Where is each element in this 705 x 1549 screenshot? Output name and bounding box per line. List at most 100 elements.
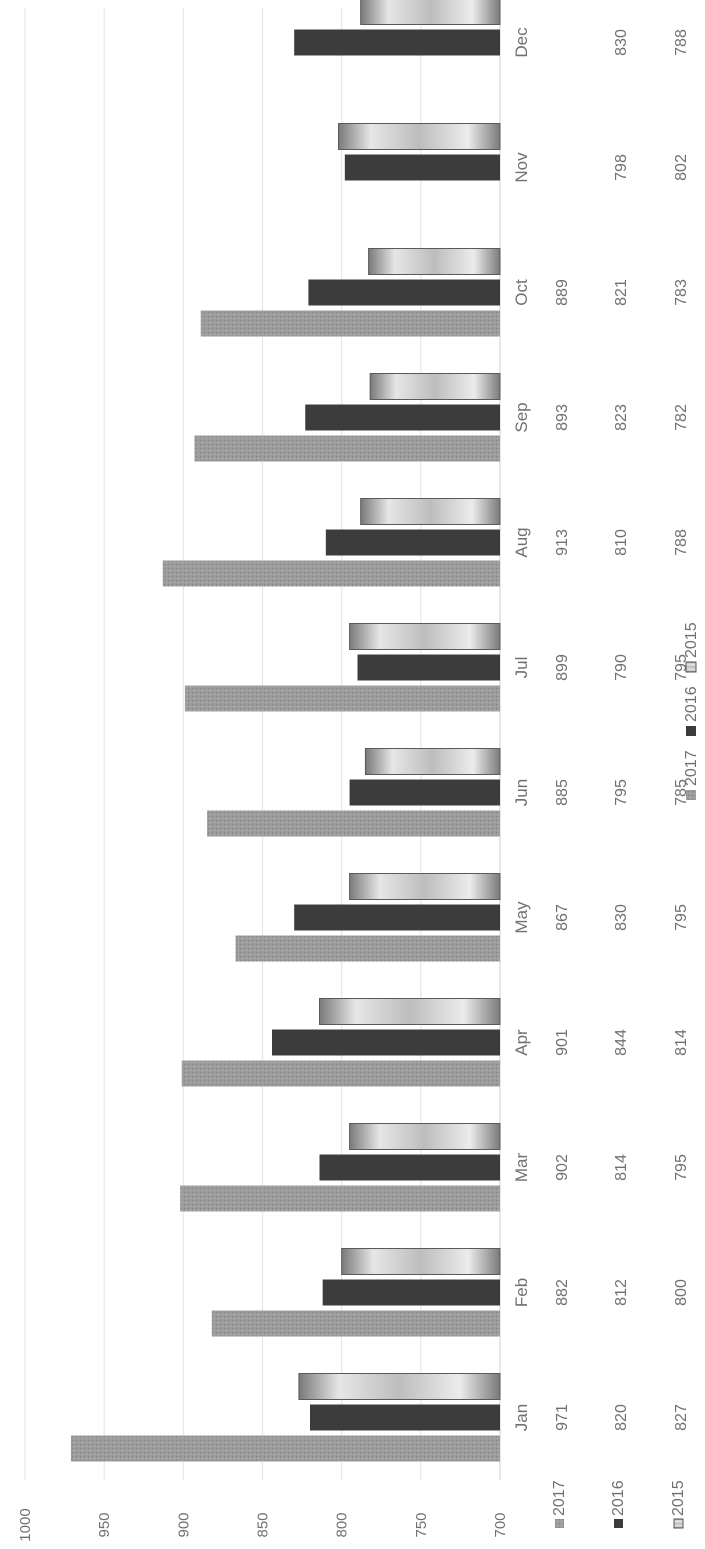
category-label: Jul (512, 657, 531, 679)
table-value-2016: 821 (613, 279, 630, 306)
table-value-2016: 812 (613, 1279, 630, 1306)
table-value-2017: 901 (554, 1029, 571, 1056)
legend: 2017 2016 2015 (683, 622, 700, 800)
table-value-2015: 814 (673, 1029, 690, 1056)
table-value-2017: 902 (554, 1154, 571, 1181)
table-value-2015: 800 (673, 1279, 690, 1306)
table-value-2017: 885 (554, 779, 571, 806)
table-value-2016: 790 (613, 654, 630, 681)
table-value-2015: 785 (673, 779, 690, 806)
table-value-2016: 830 (613, 904, 630, 931)
bar-2016-may (294, 904, 500, 931)
table-value-2016: 810 (613, 529, 630, 556)
bar-2016-sep (305, 404, 500, 431)
table-series-label: 2016 (610, 1480, 627, 1516)
table-value-2016: 823 (613, 404, 630, 431)
bar-2016-jun (349, 779, 500, 806)
bar-2015-aug (360, 498, 501, 525)
legend-label: 2015 (683, 622, 700, 658)
legend-label: 2016 (683, 686, 700, 722)
category-label: Oct (512, 279, 531, 306)
table-value-2016: 820 (613, 1404, 630, 1431)
table-value-2015: 795 (673, 904, 690, 931)
category-label: Jun (512, 779, 531, 806)
y-tick-label: 700 (492, 1512, 509, 1537)
category-label: May (512, 901, 531, 934)
table-value-2015: 783 (673, 279, 690, 306)
category-label: Sep (512, 402, 531, 432)
bar-2015-mar (349, 1123, 501, 1150)
table-swatch-2017 (555, 1519, 564, 1528)
bar-2017-mar (180, 1185, 500, 1212)
table-swatch-2015 (673, 1518, 684, 1529)
bar-2015-jul (349, 623, 501, 650)
table-value-2015: 802 (673, 154, 690, 181)
table-series-label: 2017 (551, 1480, 568, 1516)
bar-2015-jan (298, 1373, 501, 1400)
bars (70, 0, 501, 1462)
category-label: Apr (512, 1029, 531, 1056)
y-tick-label: 950 (96, 1512, 113, 1537)
table-value-2017: 971 (554, 1404, 571, 1431)
bar-2016-nov (344, 154, 500, 181)
legend-swatch-2017 (686, 790, 696, 800)
bar-2015-may (349, 873, 501, 900)
table-value-2016: 814 (613, 1154, 630, 1181)
legend-label: 2017 (683, 750, 700, 786)
table-value-2017: 899 (554, 654, 571, 681)
bar-2015-jun (364, 748, 501, 775)
bar-2015-nov (338, 123, 501, 150)
bar-2017-jul (184, 685, 500, 712)
table-swatch-2016 (614, 1519, 623, 1528)
bar-2016-jul (357, 654, 500, 681)
bar-2015-feb (341, 1248, 501, 1275)
y-tick-label: 900 (175, 1512, 192, 1537)
bar-2016-apr (272, 1029, 500, 1056)
table-value-2016: 844 (613, 1029, 630, 1056)
table-value-2017: 889 (554, 279, 571, 306)
y-tick-label: 1000 (17, 1508, 34, 1541)
bar-2015-oct (368, 248, 501, 275)
bar-2015-apr (319, 998, 501, 1025)
labels: 700 750 800 850 900 950 1000 Jan 971 820 827 Feb 882… (17, 27, 690, 1542)
legend-swatch-2016 (686, 726, 696, 736)
table-value-2017: 913 (554, 529, 571, 556)
bar-2017-jan (70, 1435, 501, 1462)
table-value-2015: 795 (673, 654, 690, 681)
bar-2017-apr (181, 1060, 500, 1087)
bar-2017-sep (194, 435, 500, 462)
category-label: Dec (512, 27, 531, 58)
table-value-2015: 795 (673, 1154, 690, 1181)
bar-2015-dec (360, 0, 501, 25)
table-value-2015: 788 (673, 29, 690, 56)
bar-2017-may (235, 935, 501, 962)
bar-2016-mar (319, 1154, 500, 1181)
table-value-2015: 788 (673, 529, 690, 556)
table-value-2017: 867 (554, 904, 571, 931)
category-label: Jan (512, 1404, 531, 1431)
category-label: Mar (512, 1153, 531, 1183)
table-value-2017: 882 (554, 1279, 571, 1306)
y-tick-label: 800 (334, 1512, 351, 1537)
legend-swatch-2015 (685, 661, 697, 673)
category-label: Feb (512, 1278, 531, 1307)
bar-2017-oct (200, 310, 500, 337)
table-series-label: 2015 (670, 1480, 687, 1516)
bar-2016-aug (325, 529, 500, 556)
y-tick-label: 850 (255, 1512, 272, 1537)
bar-2016-oct (308, 279, 500, 306)
bar-2016-feb (322, 1279, 500, 1306)
bar-2016-jan (310, 1404, 500, 1431)
bar-2017-aug (162, 560, 500, 587)
bar-2017-feb (211, 1310, 501, 1337)
table-value-2017: 893 (554, 404, 571, 431)
table-value-2016: 830 (613, 29, 630, 56)
category-label: Nov (512, 152, 531, 183)
table-value-2015: 827 (673, 1404, 690, 1431)
bar-2015-sep (369, 373, 501, 400)
bar-2016-dec (294, 29, 500, 56)
category-label: Aug (512, 527, 531, 557)
table-value-2016: 795 (613, 779, 630, 806)
bar-2017-jun (207, 810, 501, 837)
